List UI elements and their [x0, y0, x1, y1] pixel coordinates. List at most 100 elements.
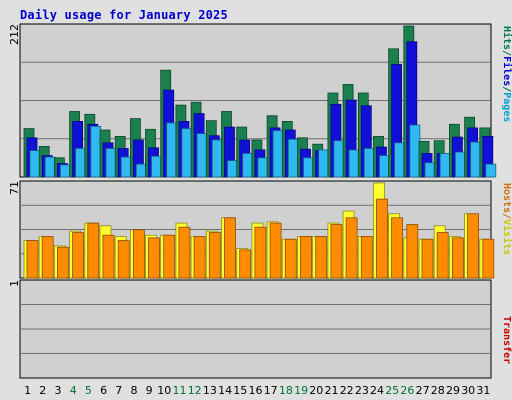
x-tick-label: 5: [85, 384, 92, 397]
bar-hosts: [421, 238, 434, 279]
bar-hosts: [436, 232, 449, 279]
series-label-part: Pages: [501, 92, 512, 122]
bar-pages: [363, 148, 375, 178]
x-tick-label: 14: [218, 384, 232, 397]
bar-hosts: [315, 236, 328, 279]
y-max-label: 71: [8, 181, 21, 195]
bar-hosts: [72, 232, 84, 279]
bar-hosts: [482, 238, 495, 279]
chart-title: Daily usage for January 2025: [20, 8, 228, 22]
bar-pages: [485, 163, 497, 178]
bar-hosts: [300, 236, 312, 279]
bar-pages: [135, 163, 147, 178]
bar-hosts: [451, 237, 464, 279]
bar-pages: [318, 149, 330, 178]
x-tick-label: 28: [431, 384, 445, 397]
bar-hosts: [345, 217, 358, 279]
x-tick-label: 18: [279, 384, 293, 397]
bar-hosts: [254, 226, 267, 279]
series-label-requests: Hits/Files/Pages: [501, 26, 512, 122]
bar-hosts: [406, 224, 419, 279]
x-tick-label: 12: [188, 384, 202, 397]
x-tick-label: 11: [173, 384, 187, 397]
y-max-label: 212: [8, 24, 21, 45]
bar-hosts: [224, 217, 236, 279]
x-tick-label: 13: [203, 384, 217, 397]
x-tick-label: 21: [325, 384, 339, 397]
bar-hosts: [467, 213, 480, 279]
bar-pages: [242, 153, 254, 178]
series-label-part: /: [501, 50, 512, 56]
bar-pages: [257, 157, 269, 178]
bar-pages: [287, 138, 299, 178]
bar-pages: [151, 155, 162, 178]
bar-pages: [333, 140, 345, 178]
series-label-part: /: [501, 86, 512, 92]
bar-pages: [211, 139, 223, 178]
bar-pages: [424, 162, 436, 178]
bar-hosts: [284, 238, 297, 279]
bar-hosts: [193, 236, 206, 279]
x-tick-label: 17: [264, 384, 278, 397]
series-label-part: Hosts: [501, 183, 512, 213]
bar-hosts: [87, 222, 100, 279]
bar-pages: [196, 133, 208, 178]
series-label-part: Visits: [501, 219, 512, 255]
x-tick-label: 7: [115, 384, 122, 397]
bar-hosts: [269, 222, 282, 279]
bar-hosts: [102, 234, 115, 279]
bar-pages: [303, 157, 314, 178]
bar-pages: [227, 160, 238, 178]
x-tick-label: 31: [476, 384, 490, 397]
bar-hosts: [148, 237, 160, 279]
x-tick-label: 3: [55, 384, 62, 397]
bar-pages: [105, 148, 117, 178]
bar-hosts: [208, 232, 221, 279]
x-tick-label: 16: [249, 384, 263, 397]
x-tick-label: 23: [355, 384, 369, 397]
x-tick-label: 22: [340, 384, 354, 397]
x-tick-label: 2: [39, 384, 46, 397]
series-label-transfer: Transfer: [501, 316, 512, 364]
series-label-part: Files: [501, 56, 512, 86]
bar-hosts: [360, 236, 373, 279]
bar-hosts: [391, 217, 404, 279]
x-tick-label: 6: [100, 384, 107, 397]
bar-pages: [29, 150, 41, 178]
bar-pages: [439, 153, 451, 178]
x-tick-label: 24: [370, 384, 384, 397]
x-tick-label: 29: [446, 384, 460, 397]
bar-pages: [181, 128, 193, 178]
bar-pages: [272, 130, 284, 178]
bar-hosts: [330, 224, 343, 279]
x-tick-label: 19: [294, 384, 308, 397]
bar-hosts: [41, 236, 54, 279]
bar-pages: [379, 155, 390, 178]
series-label-part: Transfer: [501, 316, 512, 364]
bar-hosts: [163, 234, 176, 279]
x-tick-label: 10: [157, 384, 171, 397]
bar-hosts: [178, 226, 191, 279]
bar-hosts: [26, 240, 39, 279]
x-tick-label: 20: [309, 384, 323, 397]
series-label-visits: Hosts/Visits: [501, 183, 512, 255]
bar-hosts: [57, 246, 69, 279]
series-label-part: Hits: [501, 26, 512, 50]
bar-hosts: [117, 240, 130, 279]
bar-hosts: [132, 229, 145, 279]
bar-hosts: [239, 249, 252, 279]
bar-pages: [90, 126, 102, 178]
bar-pages: [120, 156, 132, 178]
bar-pages: [394, 142, 406, 178]
bar-pages: [348, 149, 360, 178]
x-tick-label: 1: [24, 384, 31, 397]
bar-pages: [166, 122, 178, 178]
bar-pages: [75, 148, 86, 178]
x-tick-label: 26: [400, 384, 414, 397]
bar-pages: [60, 164, 71, 178]
bar-pages: [44, 156, 56, 178]
bar-pages: [409, 124, 421, 178]
bar-pages: [470, 141, 482, 178]
y-max-label: 1: [8, 280, 21, 287]
